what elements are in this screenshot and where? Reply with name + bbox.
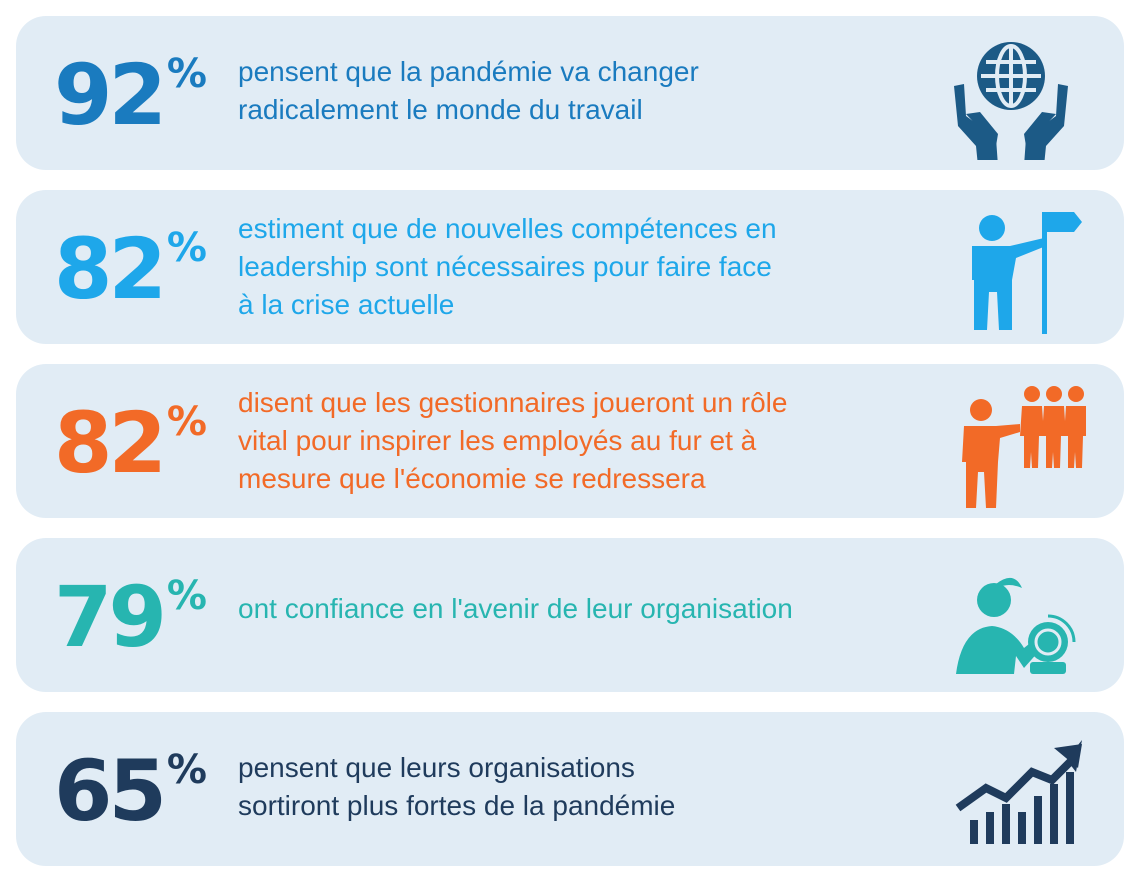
percent-sign: % [166,747,207,793]
growth-bar-chart-icon [936,722,1086,856]
stat-description-line: sortiront plus fortes de la pandémie [238,790,676,821]
stat-card: 82 % disent que les gestionnaires jouero… [16,364,1124,518]
stat-description-line: à la crise actuelle [238,289,455,320]
leader-with-flag-icon [936,200,1086,334]
person-crystal-ball-icon [936,548,1086,682]
percent-sign: % [166,573,207,619]
stat-description: disent que les gestionnaires joueront un… [238,384,898,498]
stat-description-line: estiment que de nouvelles compétences en [238,213,777,244]
percent-sign: % [166,399,207,445]
stat-value: 65 [54,742,167,840]
stat-card: 92 % pensent que la pandémie va changer … [16,16,1124,170]
stat-description-line: vital pour inspirer les employés au fur … [238,425,757,456]
stat-description: estiment que de nouvelles compétences en… [238,210,898,324]
stat-percentage: 92 % [54,50,207,140]
stat-value: 92 [54,46,167,144]
stat-card: 82 % estiment que de nouvelles compétenc… [16,190,1124,344]
stat-description: ont confiance en l'avenir de leur organi… [238,590,898,628]
stat-percentage: 82 % [54,398,207,488]
stat-percentage: 65 % [54,746,207,836]
stat-description-line: mesure que l'économie se redressera [238,463,706,494]
stat-percentage: 82 % [54,224,207,314]
stat-description-line: leadership sont nécessaires pour faire f… [238,251,772,282]
stat-card: 79 % ont confiance en l'avenir de leur o… [16,538,1124,692]
stat-description-line: disent que les gestionnaires joueront un… [238,387,788,418]
stat-value: 82 [54,394,167,492]
stat-card: 65 % pensent que leurs organisations sor… [16,712,1124,866]
stat-description-line: radicalement le monde du travail [238,94,643,125]
manager-with-team-icon [936,374,1086,508]
stat-description: pensent que leurs organisations sortiron… [238,749,898,825]
stat-description-line: pensent que la pandémie va changer [238,56,699,87]
globe-in-hands-icon [936,26,1086,160]
stat-description: pensent que la pandémie va changer radic… [238,53,898,129]
stat-description-line: pensent que leurs organisations [238,752,635,783]
stat-percentage: 79 % [54,572,207,662]
stat-description-line: ont confiance en l'avenir de leur organi… [238,593,793,624]
stat-value: 79 [54,568,167,666]
stat-value: 82 [54,220,167,318]
percent-sign: % [166,51,207,97]
percent-sign: % [166,225,207,271]
